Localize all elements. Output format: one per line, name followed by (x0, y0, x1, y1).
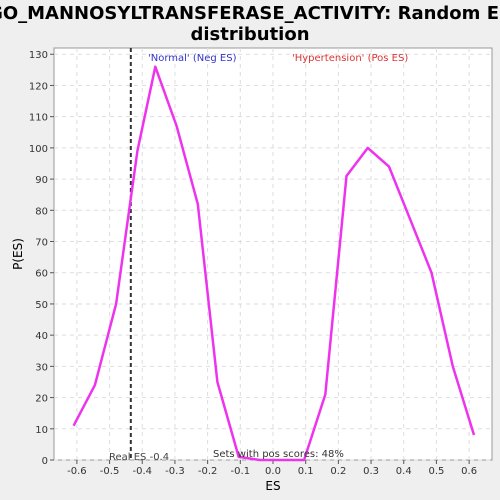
chart-title-line1: GO_MANNOSYLTRANSFERASE_ACTIVITY: Random … (0, 3, 500, 24)
x-tick-label: 0.2 (330, 466, 346, 477)
x-tick-label: 0.4 (396, 466, 412, 477)
x-tick-label: 0.0 (265, 466, 281, 477)
y-tick-label: 70 (35, 238, 48, 249)
y-tick-label: 60 (35, 269, 48, 280)
x-tick-label: -0.6 (67, 466, 87, 477)
x-axis-ticks: -0.6 -0.5 -0.4 -0.3 -0.2 -0.1 0.0 0.1 0.2 0.3 0.4 0… (67, 460, 477, 477)
x-tick-label: 0.6 (461, 466, 477, 477)
series-group (72, 65, 476, 462)
y-tick-label: 110 (29, 113, 48, 124)
x-tick-label: -0.2 (198, 466, 218, 477)
y-axis-ticks: 0 10 20 30 40 50 60 70 80 90 100 110 120 130 (29, 50, 54, 467)
y-tick-label: 100 (29, 144, 48, 155)
y-tick-label: 80 (35, 206, 48, 217)
y-axis-label: P(ES) (11, 238, 25, 270)
x-tick-label: -0.5 (100, 466, 120, 477)
y-tick-label: 120 (29, 81, 48, 92)
x-axis-label: ES (265, 479, 280, 493)
pos-es-label: 'Hypertension' (Pos ES) (292, 53, 408, 64)
pos-scores-label: Sets with pos scores: 48% (213, 449, 344, 460)
x-tick-label: 0.5 (428, 466, 444, 477)
x-tick-label: -0.3 (165, 466, 185, 477)
y-tick-label: 40 (35, 331, 48, 342)
y-tick-label: 30 (35, 362, 48, 373)
x-tick-label: -0.4 (132, 466, 152, 477)
y-tick-label: 20 (35, 394, 48, 405)
grid (54, 48, 492, 461)
y-tick-label: 0 (42, 456, 48, 467)
chart-title-line2: distribution (190, 24, 309, 45)
x-tick-label: 0.3 (363, 466, 379, 477)
y-tick-label: 130 (29, 50, 48, 61)
x-tick-label: 0.1 (298, 466, 314, 477)
neg-es-label: 'Normal' (Neg ES) (148, 53, 237, 64)
plot-area (53, 47, 493, 461)
y-tick-label: 90 (35, 175, 48, 186)
real-es-label: Real ES -0.4 (109, 452, 169, 463)
y-tick-label: 50 (35, 300, 48, 311)
x-tick-label: -0.1 (231, 466, 251, 477)
y-tick-label: 10 (35, 425, 48, 436)
es-distribution-line (72, 65, 476, 462)
